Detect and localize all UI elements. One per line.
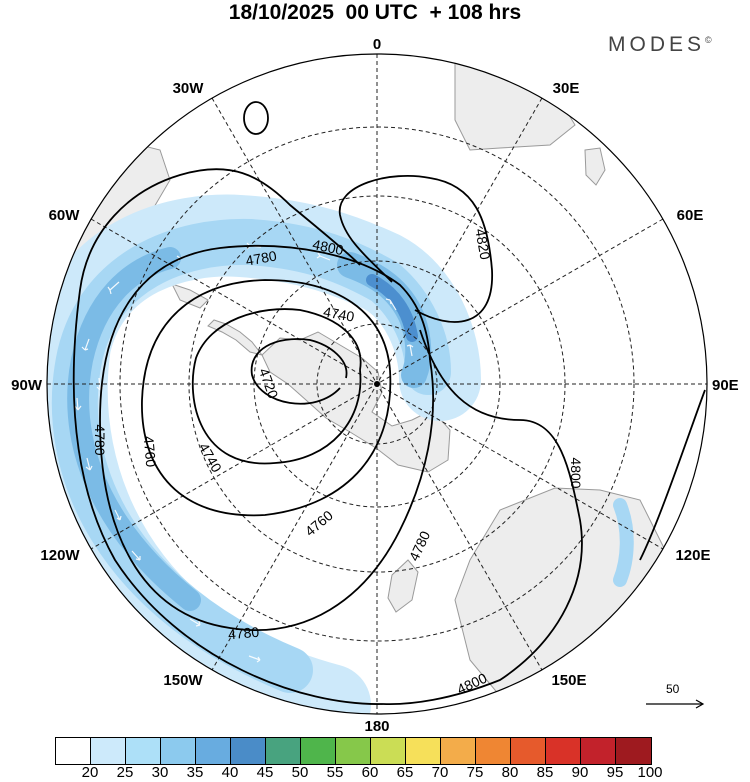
color-bar-tick-label: 60 xyxy=(361,764,379,781)
antarctic-peninsula xyxy=(207,319,264,356)
contour-4760 xyxy=(141,279,392,517)
lon-label-30w: 30W xyxy=(173,80,205,97)
color-bar-tick-label: 90 xyxy=(571,764,589,781)
madagascar xyxy=(584,147,606,186)
brand-copyright: © xyxy=(705,35,712,45)
color-bar-swatch xyxy=(126,738,161,764)
contour-4800-far-east xyxy=(639,389,706,561)
lon-label-30e: 30E xyxy=(553,80,580,97)
contour-4740 xyxy=(191,308,362,465)
color-bar-swatch xyxy=(511,738,546,764)
contour-4820 xyxy=(339,174,493,323)
color-bar-swatch xyxy=(91,738,126,764)
contour-4800-west xyxy=(72,168,384,705)
map-title: 18/10/2025 00 UTC + 108 hrs xyxy=(228,1,522,24)
closed-contour-30w xyxy=(243,101,269,135)
color-bar-tick-label: 45 xyxy=(256,764,274,781)
contour-label: 4780 xyxy=(227,624,260,643)
height-contours xyxy=(72,168,706,706)
color-bar-tick-label: 70 xyxy=(431,764,449,781)
color-bar-tick-label: 100 xyxy=(637,764,663,781)
color-bar-swatch xyxy=(546,738,581,764)
wind-speed-shading xyxy=(47,194,634,714)
color-bar-tick-label: 20 xyxy=(81,764,99,781)
color-bar-swatch xyxy=(196,738,231,764)
color-bar-swatch xyxy=(161,738,196,764)
color-bar-tick-label: 35 xyxy=(186,764,204,781)
color-bar-swatch xyxy=(231,738,266,764)
color-bar-tick-label: 25 xyxy=(116,764,134,781)
color-bar-swatch xyxy=(406,738,441,764)
contour-label: 4800 xyxy=(454,670,489,698)
reference-vector: 50 xyxy=(644,682,708,717)
longitude-labels: 0 30E 60E 90E 120E 150E 180 150W 120W 90… xyxy=(11,36,739,735)
contour-4780 xyxy=(99,245,435,632)
color-bar-swatch xyxy=(266,738,301,764)
contour-label: 4780 xyxy=(92,424,108,455)
color-bar-swatch xyxy=(336,738,371,764)
contour-label: 4740 xyxy=(322,303,356,324)
color-bar-tick-label: 55 xyxy=(326,764,344,781)
contour-label: 4740 xyxy=(196,440,226,475)
contour-4800-east xyxy=(382,329,583,706)
lon-label-150w: 150W xyxy=(163,672,203,689)
contour-label: 4760 xyxy=(141,435,160,468)
lon-label-180: 180 xyxy=(364,718,389,735)
color-bar-tick-label: 95 xyxy=(606,764,624,781)
brand-logo: MODES© xyxy=(608,33,712,57)
color-bar-swatch xyxy=(371,738,406,764)
color-bar-tick-label: 40 xyxy=(221,764,239,781)
reference-arrow xyxy=(646,699,705,709)
color-bar-tick-label: 75 xyxy=(466,764,484,781)
tierra-del-fuego xyxy=(171,283,209,309)
color-bar-ticks: 20 25 30 35 40 45 50 55 60 65 70 75 80 85 90 95 100 xyxy=(55,764,687,782)
color-bar-swatch xyxy=(56,738,91,764)
color-bar-tick-label: 85 xyxy=(536,764,554,781)
pole-marker xyxy=(374,381,380,387)
lon-label-90e: 90E xyxy=(712,377,739,394)
contour-label: 4800 xyxy=(311,236,345,258)
contour-label: 4800 xyxy=(568,457,584,488)
lon-label-150e: 150E xyxy=(551,672,586,689)
lon-label-120e: 120E xyxy=(675,547,710,564)
contour-label: 4780 xyxy=(406,528,434,563)
contour-label: 4780 xyxy=(244,247,278,268)
polar-map: 4780 4800 4740 4820 4720 4780 4760 4740 … xyxy=(11,36,739,735)
lon-label-60w: 60W xyxy=(49,207,81,224)
reference-vector-label: 50 xyxy=(666,682,680,696)
lon-label-90w: 90W xyxy=(11,377,43,394)
lon-label-0: 0 xyxy=(373,36,381,53)
brand-name: MODES xyxy=(608,33,706,56)
color-bar-swatch xyxy=(581,738,616,764)
color-bar-swatch xyxy=(441,738,476,764)
contour-4720 xyxy=(250,338,348,405)
color-bar-tick-label: 30 xyxy=(151,764,169,781)
new-zealand xyxy=(387,559,419,613)
color-bar-swatch xyxy=(616,738,651,764)
map-border xyxy=(46,53,708,715)
contour-label: 4820 xyxy=(472,227,493,261)
africa xyxy=(454,59,576,151)
color-bar-tick-label: 50 xyxy=(291,764,309,781)
color-bar xyxy=(55,737,652,765)
color-bar-tick-label: 80 xyxy=(501,764,519,781)
color-bar-swatch xyxy=(476,738,511,764)
color-bar-tick-label: 65 xyxy=(396,764,414,781)
contour-label: 4760 xyxy=(302,507,336,539)
color-bar-swatch xyxy=(301,738,336,764)
lon-label-120w: 120W xyxy=(40,547,80,564)
lon-label-60e: 60E xyxy=(677,207,704,224)
